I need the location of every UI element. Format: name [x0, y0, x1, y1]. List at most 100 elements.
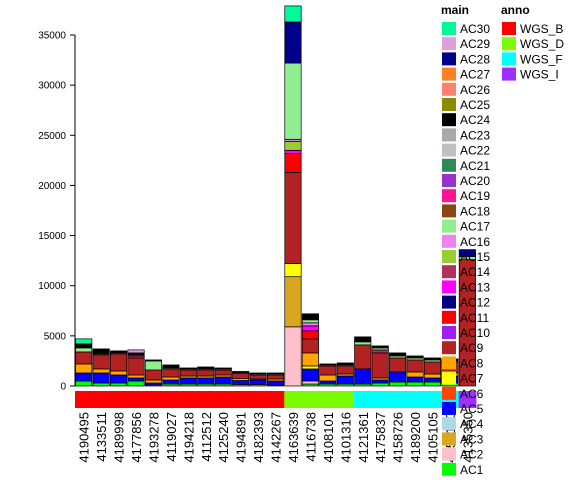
anno-cell-WGS_D: [301, 391, 320, 408]
legend-label-AC10: AC10: [460, 326, 490, 340]
x-tick-label: 4175837: [373, 412, 388, 463]
bar-segment-AC5: [354, 368, 372, 385]
bar-segment-AC5: [336, 375, 354, 385]
legend-label-AC30: AC30: [460, 22, 490, 36]
bar-stack-4112512: [197, 366, 215, 387]
bar-stack-4193278: [144, 359, 163, 387]
y-tick-label: 5000: [44, 331, 67, 342]
bar-segment-AC8: [423, 373, 442, 379]
bar-segment-AC9: [232, 373, 250, 379]
legend-swatch-AC25: [442, 98, 456, 111]
bar-stacks: [75, 5, 476, 387]
x-tick-label: 4177856: [129, 412, 144, 463]
x-tick-label: 4190495: [77, 412, 92, 463]
x-tick-label: 4189998: [112, 412, 127, 463]
legend-swatch-AC18: [442, 204, 456, 218]
legend-swatch-AC24: [442, 113, 456, 127]
bar-segment-AC17: [284, 62, 302, 140]
bar-segment-AC5: [301, 368, 319, 382]
legend-label-AC12: AC12: [460, 296, 490, 310]
bar-segment-AC9: [92, 354, 110, 370]
bar-segment-AC11: [284, 152, 302, 173]
legend-swatch-AC27: [442, 67, 456, 81]
bar-segment-AC24: [371, 345, 389, 349]
anno-cell-WGS_D: [319, 391, 337, 408]
legend-label-AC20: AC20: [460, 174, 490, 188]
bar-segment-AC5: [389, 371, 407, 383]
bar-segment-AC17: [354, 341, 372, 346]
bar-segment-AC8: [301, 352, 319, 367]
legend-label-AC5: AC5: [460, 402, 484, 416]
bar-segment-AC9: [110, 353, 128, 372]
legend-label-AC11: AC11: [460, 311, 489, 325]
bar-stack-4101316: [336, 362, 354, 387]
bar-segment-AC24: [319, 363, 337, 366]
anno-label-WGS_D: WGS_D: [520, 37, 564, 51]
bar-stack-4175837: [371, 345, 389, 387]
legend-label-AC6: AC6: [460, 387, 484, 401]
bar-stack-4177856: [127, 349, 145, 387]
anno-swatch-WGS_D: [502, 37, 516, 51]
bar-segment-AC13: [284, 149, 302, 154]
bar-segment-AC9: [371, 352, 389, 379]
bar-stack-4125240: [214, 367, 232, 387]
legend-label-AC23: AC23: [460, 128, 490, 142]
x-tick-label: 4125240: [216, 412, 231, 463]
legend-label-AC8: AC8: [460, 356, 484, 370]
bar-segment-AC24: [75, 343, 93, 349]
bar-segment-AC1: [75, 380, 93, 387]
bar-segment-AC5: [92, 372, 110, 384]
bar-stack-4189200: [406, 355, 424, 387]
x-tick-label: 4116738: [303, 412, 318, 462]
bar-stack-4190495: [75, 338, 93, 387]
bar-stack-4142267: [266, 372, 285, 387]
bar-stack-4108101: [319, 363, 337, 387]
legend-label-AC17: AC17: [460, 220, 490, 234]
anno-swatch-WGS_B: [502, 22, 516, 35]
bar-segment-AC9: [249, 374, 267, 380]
x-tick-label: 4121361: [356, 412, 371, 463]
legend-swatch-AC12: [442, 295, 456, 309]
legend-swatch-AC6: [442, 386, 456, 400]
legend-swatch-AC28: [442, 52, 456, 66]
legend-swatch-AC9: [442, 341, 456, 355]
bar-segment-AC29: [127, 349, 145, 354]
bar-segment-AC9: [336, 365, 354, 375]
bar-segment-AC1: [127, 380, 145, 387]
legend-swatch-AC14: [442, 265, 456, 279]
bar-stack-4158726: [389, 352, 407, 387]
bar-segment-AC1: [423, 381, 442, 387]
x-tick-label: 4189200: [408, 412, 423, 463]
anno-cell-WGS_B: [109, 391, 128, 408]
x-tick-label: 4158726: [391, 412, 406, 463]
x-tick-label: 4142267: [269, 412, 284, 463]
bar-segment-AC9: [127, 357, 145, 376]
bar-stack-4135350: [458, 249, 476, 387]
bar-segment-AC7: [284, 263, 302, 278]
legend-label-AC16: AC16: [460, 235, 490, 249]
anno-cell-WGS_B: [92, 391, 111, 408]
legend-swatch-AC1: [442, 462, 456, 476]
x-tick-label: 4163639: [286, 412, 301, 463]
legend-label-AC1: AC1: [460, 463, 484, 477]
legend-label-AC26: AC26: [460, 83, 490, 97]
bar-segment-AC9: [144, 369, 163, 381]
anno-cell-WGS_B: [197, 391, 215, 408]
bar-segment-AC9: [214, 369, 232, 376]
bar-segment-AC5: [319, 380, 337, 385]
bar-segment-AC14: [371, 349, 389, 354]
bar-segment-AC5: [179, 377, 197, 385]
bar-stack-4116738: [301, 313, 319, 387]
bar-segment-AC8: [319, 374, 337, 382]
x-tick-label: 4193278: [146, 412, 161, 463]
y-tick-label: 25000: [38, 131, 66, 142]
legend-label-AC4: AC4: [460, 417, 484, 431]
bar-segment-AC9: [406, 359, 424, 373]
bar-segment-AC9: [162, 368, 180, 378]
bar-segment-AC5: [406, 376, 424, 383]
legend-label-AC19: AC19: [460, 189, 490, 203]
legend-swatch-AC3: [442, 432, 456, 446]
bar-segment-AC7: [301, 365, 319, 370]
bar-segment-AC5: [232, 380, 250, 385]
